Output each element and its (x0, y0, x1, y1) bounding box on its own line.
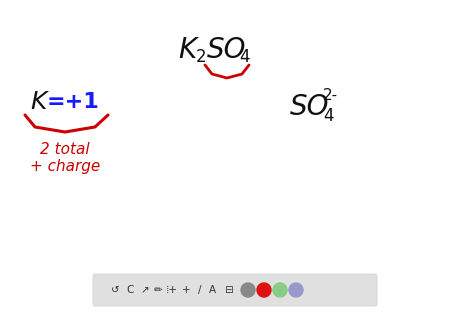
Text: K: K (30, 90, 46, 114)
Circle shape (241, 283, 255, 297)
Text: A: A (209, 285, 216, 295)
Text: 2-: 2- (323, 87, 338, 103)
Text: 4: 4 (239, 48, 249, 66)
Text: ⊟: ⊟ (224, 285, 232, 295)
Text: K: K (178, 36, 196, 64)
FancyBboxPatch shape (93, 274, 377, 306)
Text: SO: SO (207, 36, 246, 64)
Text: 4: 4 (323, 107, 334, 125)
Text: /: / (198, 285, 202, 295)
Circle shape (289, 283, 303, 297)
Text: =+1: =+1 (47, 92, 100, 112)
Text: SO: SO (290, 93, 329, 121)
Text: 2: 2 (196, 48, 207, 66)
Circle shape (273, 283, 287, 297)
Text: C: C (126, 285, 134, 295)
Text: 2 total: 2 total (40, 143, 90, 158)
Text: +: + (182, 285, 191, 295)
Circle shape (257, 283, 271, 297)
Text: ⁞+: ⁞+ (166, 285, 178, 295)
Text: ↗: ↗ (141, 285, 149, 295)
Text: ✏: ✏ (154, 285, 163, 295)
Text: + charge: + charge (30, 159, 100, 174)
Text: ↺: ↺ (110, 285, 119, 295)
